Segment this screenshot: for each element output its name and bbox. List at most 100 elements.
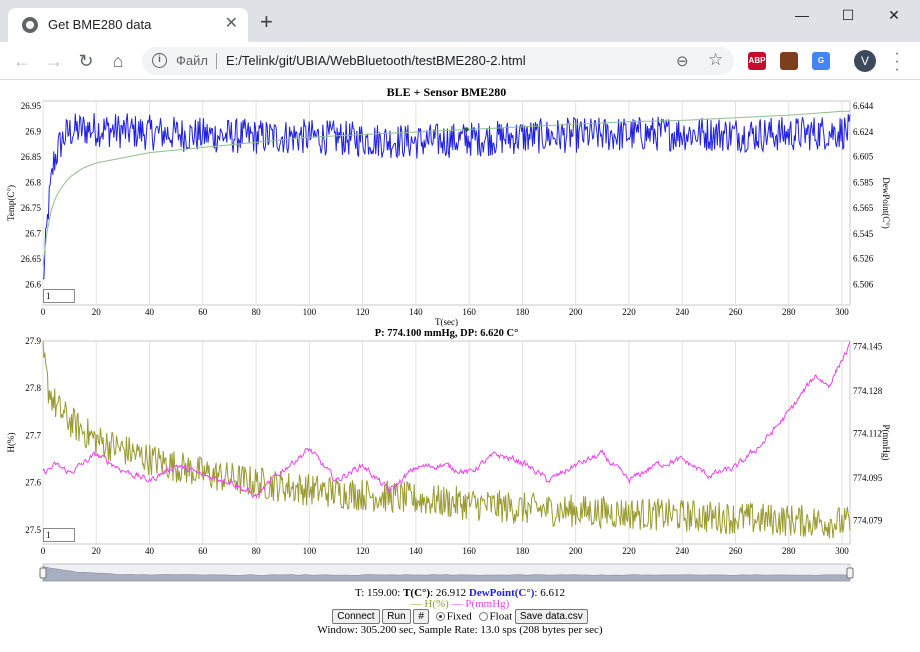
legend-pressure: — P(mmHg)	[448, 598, 510, 610]
hash-button[interactable]: #	[413, 609, 429, 624]
zoom-out-icon[interactable]: ⊖	[676, 53, 689, 70]
chart1-series-1-line	[42, 113, 851, 280]
chart1-y-left-axis-label: Temp(C°)	[6, 185, 16, 221]
chart1-y-right-tick-label: 6.565	[853, 203, 874, 213]
chart2-y-left-tick-label: 27.7	[25, 430, 41, 440]
chart1-title: BLE + Sensor BME280	[387, 85, 507, 99]
save-csv-button[interactable]: Save data.csv	[514, 609, 588, 624]
window-maximize-button[interactable]: ☐	[841, 7, 855, 23]
chart2-y-left-tick-label: 27.8	[25, 383, 41, 393]
chart2-x-tick-label: 100	[303, 546, 317, 556]
legend-humidity: — H(%)	[410, 598, 449, 610]
chart2-x-tick-label: 140	[409, 546, 423, 556]
browser-tab[interactable]: Get BME280 data ✕	[8, 8, 248, 42]
fixed-label: Fixed	[446, 610, 472, 623]
chart1-y-left-tick-label: 26.75	[21, 203, 42, 213]
chart1-x-tick-label: 0	[41, 307, 46, 317]
chart2-x-tick-label: 40	[145, 546, 155, 556]
chart2-x-tick-label: 260	[729, 546, 743, 556]
float-radio[interactable]	[478, 612, 488, 621]
adblock-plus-icon[interactable]: ABP	[748, 52, 766, 70]
chart1-x-tick-label: 240	[675, 307, 689, 317]
fixed-radio[interactable]	[435, 612, 445, 621]
chart2-y-right-tick-label: 774.112	[853, 428, 882, 438]
cursor-readout: T: 159.00: T(C°): 26.912 DewPoint(C°): 6…	[0, 587, 920, 599]
chart2-roll-input[interactable]: 1	[43, 528, 75, 542]
url-text[interactable]: E:/Telink/git/UBIA/WebBluetooth/testBME2…	[226, 53, 526, 68]
readout-temp-value: : 26.912	[430, 587, 469, 599]
chart1-x-tick-label: 120	[356, 307, 370, 317]
home-button[interactable]: ⌂	[112, 51, 124, 71]
window-minimize-button[interactable]: —	[795, 7, 809, 23]
range-selector-area	[42, 566, 851, 582]
chart2-y-left-axis-label: H(%)	[6, 433, 16, 453]
chart1-y-left-tick-label: 26.95	[21, 101, 42, 111]
back-button[interactable]: ←	[13, 51, 31, 71]
chart1-x-tick-label: 180	[516, 307, 530, 317]
readout-dew-value: : 6.612	[534, 587, 565, 599]
chart1-y-right-tick-label: 6.644	[853, 101, 874, 111]
striped-extension-icon[interactable]	[780, 52, 798, 70]
chart2-x-tick-label: 0	[41, 546, 46, 556]
bookmark-star-icon[interactable]: ☆	[708, 50, 724, 69]
browser-toolbar: ← → ↻ ⌂ i Файл E:/Telink/git/UBIA/WebBlu…	[0, 42, 920, 80]
chart2-x-tick-label: 280	[782, 546, 796, 556]
chart2-x-tick-label: 220	[622, 546, 636, 556]
chart1-y-right-tick-label: 6.624	[853, 127, 874, 137]
chart2-series-2-line	[42, 341, 851, 500]
chart1-y-left-tick-label: 26.6	[25, 280, 41, 290]
tab-close-icon[interactable]: ✕	[224, 15, 238, 32]
readout-prefix: T: 159.00:	[355, 587, 404, 599]
chart1-x-tick-label: 140	[409, 307, 423, 317]
url-separator	[216, 53, 217, 69]
chart2-x-tick-label: 240	[675, 546, 689, 556]
controls-bar: Connect Run # Fixed Float Save data.csv	[0, 609, 920, 624]
chart1-x-tick-label: 260	[729, 307, 743, 317]
chart1-series-2-line	[42, 110, 850, 267]
float-label: Float	[489, 610, 513, 623]
chart1-y-right-tick-label: 6.526	[853, 254, 874, 264]
tab-title: Get BME280 data	[48, 17, 152, 32]
run-button[interactable]: Run	[382, 609, 411, 624]
range-handle-right	[846, 567, 854, 579]
forward-button[interactable]: →	[45, 51, 63, 71]
chart1-x-axis-label: T(sec)	[435, 317, 458, 327]
chart2-x-tick-label: 300	[835, 546, 849, 556]
chart1-x-tick-label: 160	[462, 307, 476, 317]
chart2-y-right-tick-label: 774.145	[853, 341, 883, 351]
browser-titlebar: Get BME280 data ✕ + — ☐ ✕	[0, 0, 920, 42]
translate-extension-icon[interactable]: G	[812, 52, 830, 70]
chart2-y-left-tick-label: 27.5	[25, 525, 41, 535]
range-handle-left	[39, 567, 47, 579]
chart1-x-tick-label: 60	[198, 307, 208, 317]
chart1-cursor-point	[464, 127, 469, 132]
address-bar[interactable]: i Файл E:/Telink/git/UBIA/WebBluetooth/t…	[142, 47, 734, 75]
chart1-y-left-tick-label: 26.9	[25, 127, 41, 137]
more-menu-icon[interactable]: · · ·	[894, 45, 900, 78]
chart1-y-right-tick-label: 6.585	[853, 177, 874, 187]
chart1-y-left-tick-label: 26.85	[21, 152, 42, 162]
chart1-x-tick-label: 80	[252, 307, 262, 317]
chart2-x-tick-label: 200	[569, 546, 583, 556]
new-tab-button[interactable]: +	[260, 9, 273, 34]
profile-avatar[interactable]: V	[854, 50, 876, 72]
chart1-roll-input[interactable]: 1	[43, 289, 75, 303]
window-close-button[interactable]: ✕	[888, 7, 900, 23]
readout-dew-label: DewPoint(C°)	[468, 587, 535, 599]
info-icon[interactable]: i	[152, 53, 167, 68]
chart2-x-tick-label: 120	[356, 546, 370, 556]
chart1-y-right-tick-label: 6.506	[853, 279, 874, 289]
legend-line: — H(%) — P(mmHg)	[0, 598, 920, 610]
connect-button[interactable]: Connect	[332, 609, 380, 624]
chart2-y-left-tick-label: 27.9	[25, 336, 41, 346]
chart1-y-right-axis-label: DewPoint(C°)	[881, 177, 891, 229]
status-text: Window: 305.200 sec, Sample Rate: 13.0 s…	[317, 624, 603, 636]
chart2-x-tick-label: 180	[516, 546, 530, 556]
chart2-x-tick-label: 20	[92, 546, 102, 556]
chart1-y-left-tick-label: 26.65	[21, 254, 42, 264]
chart1-y-left-tick-label: 26.7	[25, 229, 41, 239]
chart2-y-right-tick-label: 774.079	[853, 515, 883, 525]
reload-button[interactable]: ↻	[78, 51, 94, 71]
chart1-x-tick-label: 200	[569, 307, 583, 317]
chart1-y-left-tick-label: 26.8	[25, 178, 41, 188]
